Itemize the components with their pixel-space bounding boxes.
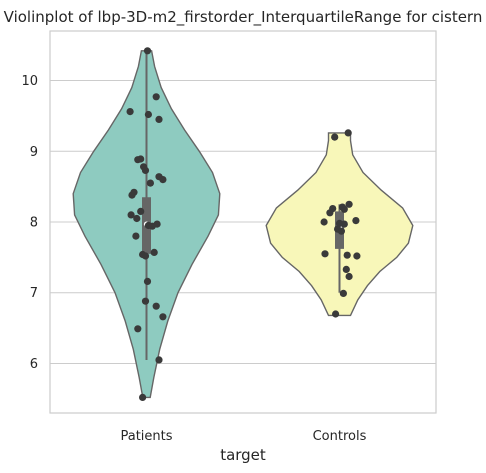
point-patients <box>148 222 156 230</box>
y-tick-label-9: 9 <box>30 145 38 160</box>
point-patients <box>159 313 167 321</box>
point-patients <box>143 47 152 55</box>
violins <box>72 50 414 399</box>
point-patients <box>141 297 150 305</box>
x-axis-ticks: Patients Controls <box>120 429 366 444</box>
point-controls <box>353 252 361 260</box>
point-controls <box>342 265 350 273</box>
point-patients <box>141 166 150 174</box>
point-controls <box>345 200 353 208</box>
x-tick-label-controls: Controls <box>313 429 367 444</box>
point-patients <box>159 176 167 184</box>
point-controls <box>320 218 328 226</box>
point-patients <box>134 156 142 164</box>
data-points <box>126 47 361 401</box>
plot-frame <box>49 30 437 414</box>
y-tick-label-6: 6 <box>30 357 38 372</box>
point-controls <box>340 220 348 228</box>
point-patients <box>143 277 152 285</box>
point-patients <box>128 191 136 199</box>
point-controls <box>340 205 348 213</box>
point-patients <box>150 248 158 256</box>
y-tick-label-7: 7 <box>30 286 38 301</box>
point-controls <box>352 217 360 225</box>
point-controls <box>332 310 340 318</box>
point-controls <box>339 289 347 297</box>
point-controls <box>326 209 334 217</box>
point-patients <box>139 393 147 401</box>
point-patients <box>155 115 163 123</box>
y-tick-label-8: 8 <box>30 216 38 231</box>
point-controls <box>331 133 339 141</box>
point-patients <box>152 302 160 310</box>
point-patients <box>133 214 141 223</box>
point-patients <box>152 93 160 101</box>
x-tick-label-patients: Patients <box>120 429 172 444</box>
point-patients <box>155 356 163 364</box>
y-tick-label-10: 10 <box>21 74 38 89</box>
point-controls <box>345 272 353 281</box>
point-patients <box>141 252 150 260</box>
point-controls <box>344 129 352 137</box>
point-controls <box>343 251 351 259</box>
point-patients <box>146 179 154 187</box>
point-patients <box>144 110 152 119</box>
x-axis-label: target <box>220 446 266 464</box>
point-patients <box>134 325 142 333</box>
point-patients <box>126 108 134 116</box>
y-axis-ticks: 6 7 8 9 10 <box>21 74 38 372</box>
point-patients <box>132 232 140 240</box>
chart-title: Violinplot of lbp-3D-m2_firstorder_Inter… <box>4 8 483 27</box>
point-controls <box>337 227 345 235</box>
point-patients <box>127 211 135 219</box>
point-controls <box>321 250 329 258</box>
point-patients <box>137 207 145 215</box>
